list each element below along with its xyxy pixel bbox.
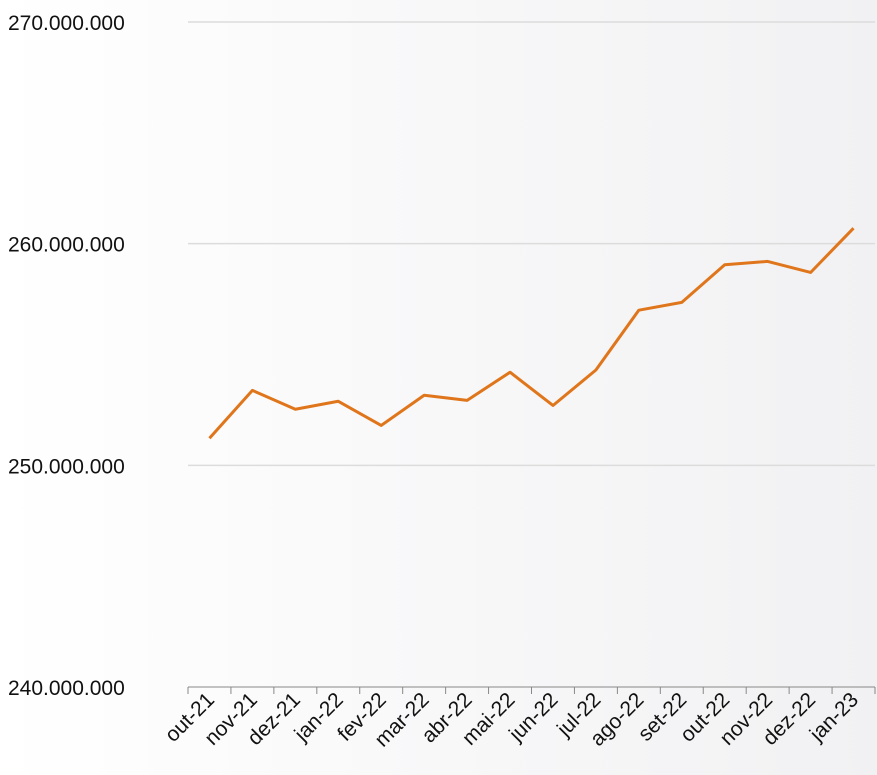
y-tick-label: 240.000.000 [8,677,125,700]
y-tick-label: 260.000.000 [8,234,125,257]
y-tick-label: 270.000.000 [8,12,125,35]
line-series [208,227,855,440]
y-tick-label: 250.000.000 [8,455,125,478]
